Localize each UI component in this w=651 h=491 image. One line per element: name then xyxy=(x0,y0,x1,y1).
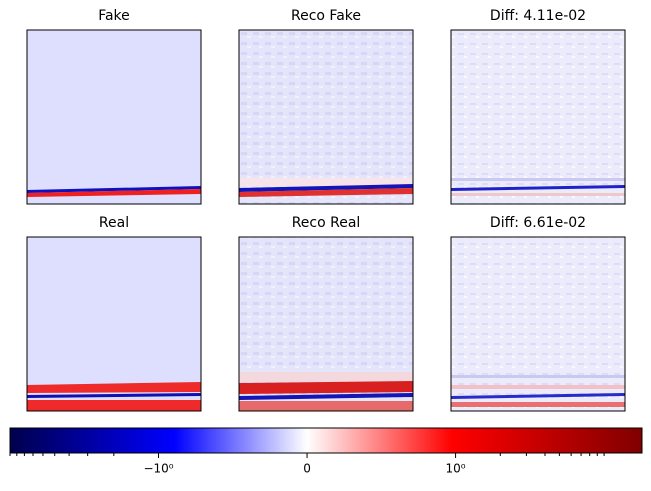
tick-label: 10⁰ xyxy=(446,462,466,476)
image xyxy=(451,237,625,411)
colorbar xyxy=(9,427,643,454)
image xyxy=(451,30,625,204)
image xyxy=(27,237,201,411)
panels xyxy=(26,29,626,412)
tick-label: 0 xyxy=(303,462,311,476)
panel-title: Fake xyxy=(98,8,130,24)
image xyxy=(239,30,413,204)
panel-title: Real xyxy=(99,215,129,231)
panel-title: Reco Real xyxy=(292,215,361,231)
tick-label: −10⁰ xyxy=(143,462,173,476)
panel-title: Diff: 6.61e-02 xyxy=(490,215,586,231)
panel-title: Reco Fake xyxy=(291,8,361,24)
image xyxy=(27,30,201,204)
panel-title: Diff: 4.11e-02 xyxy=(490,8,586,24)
